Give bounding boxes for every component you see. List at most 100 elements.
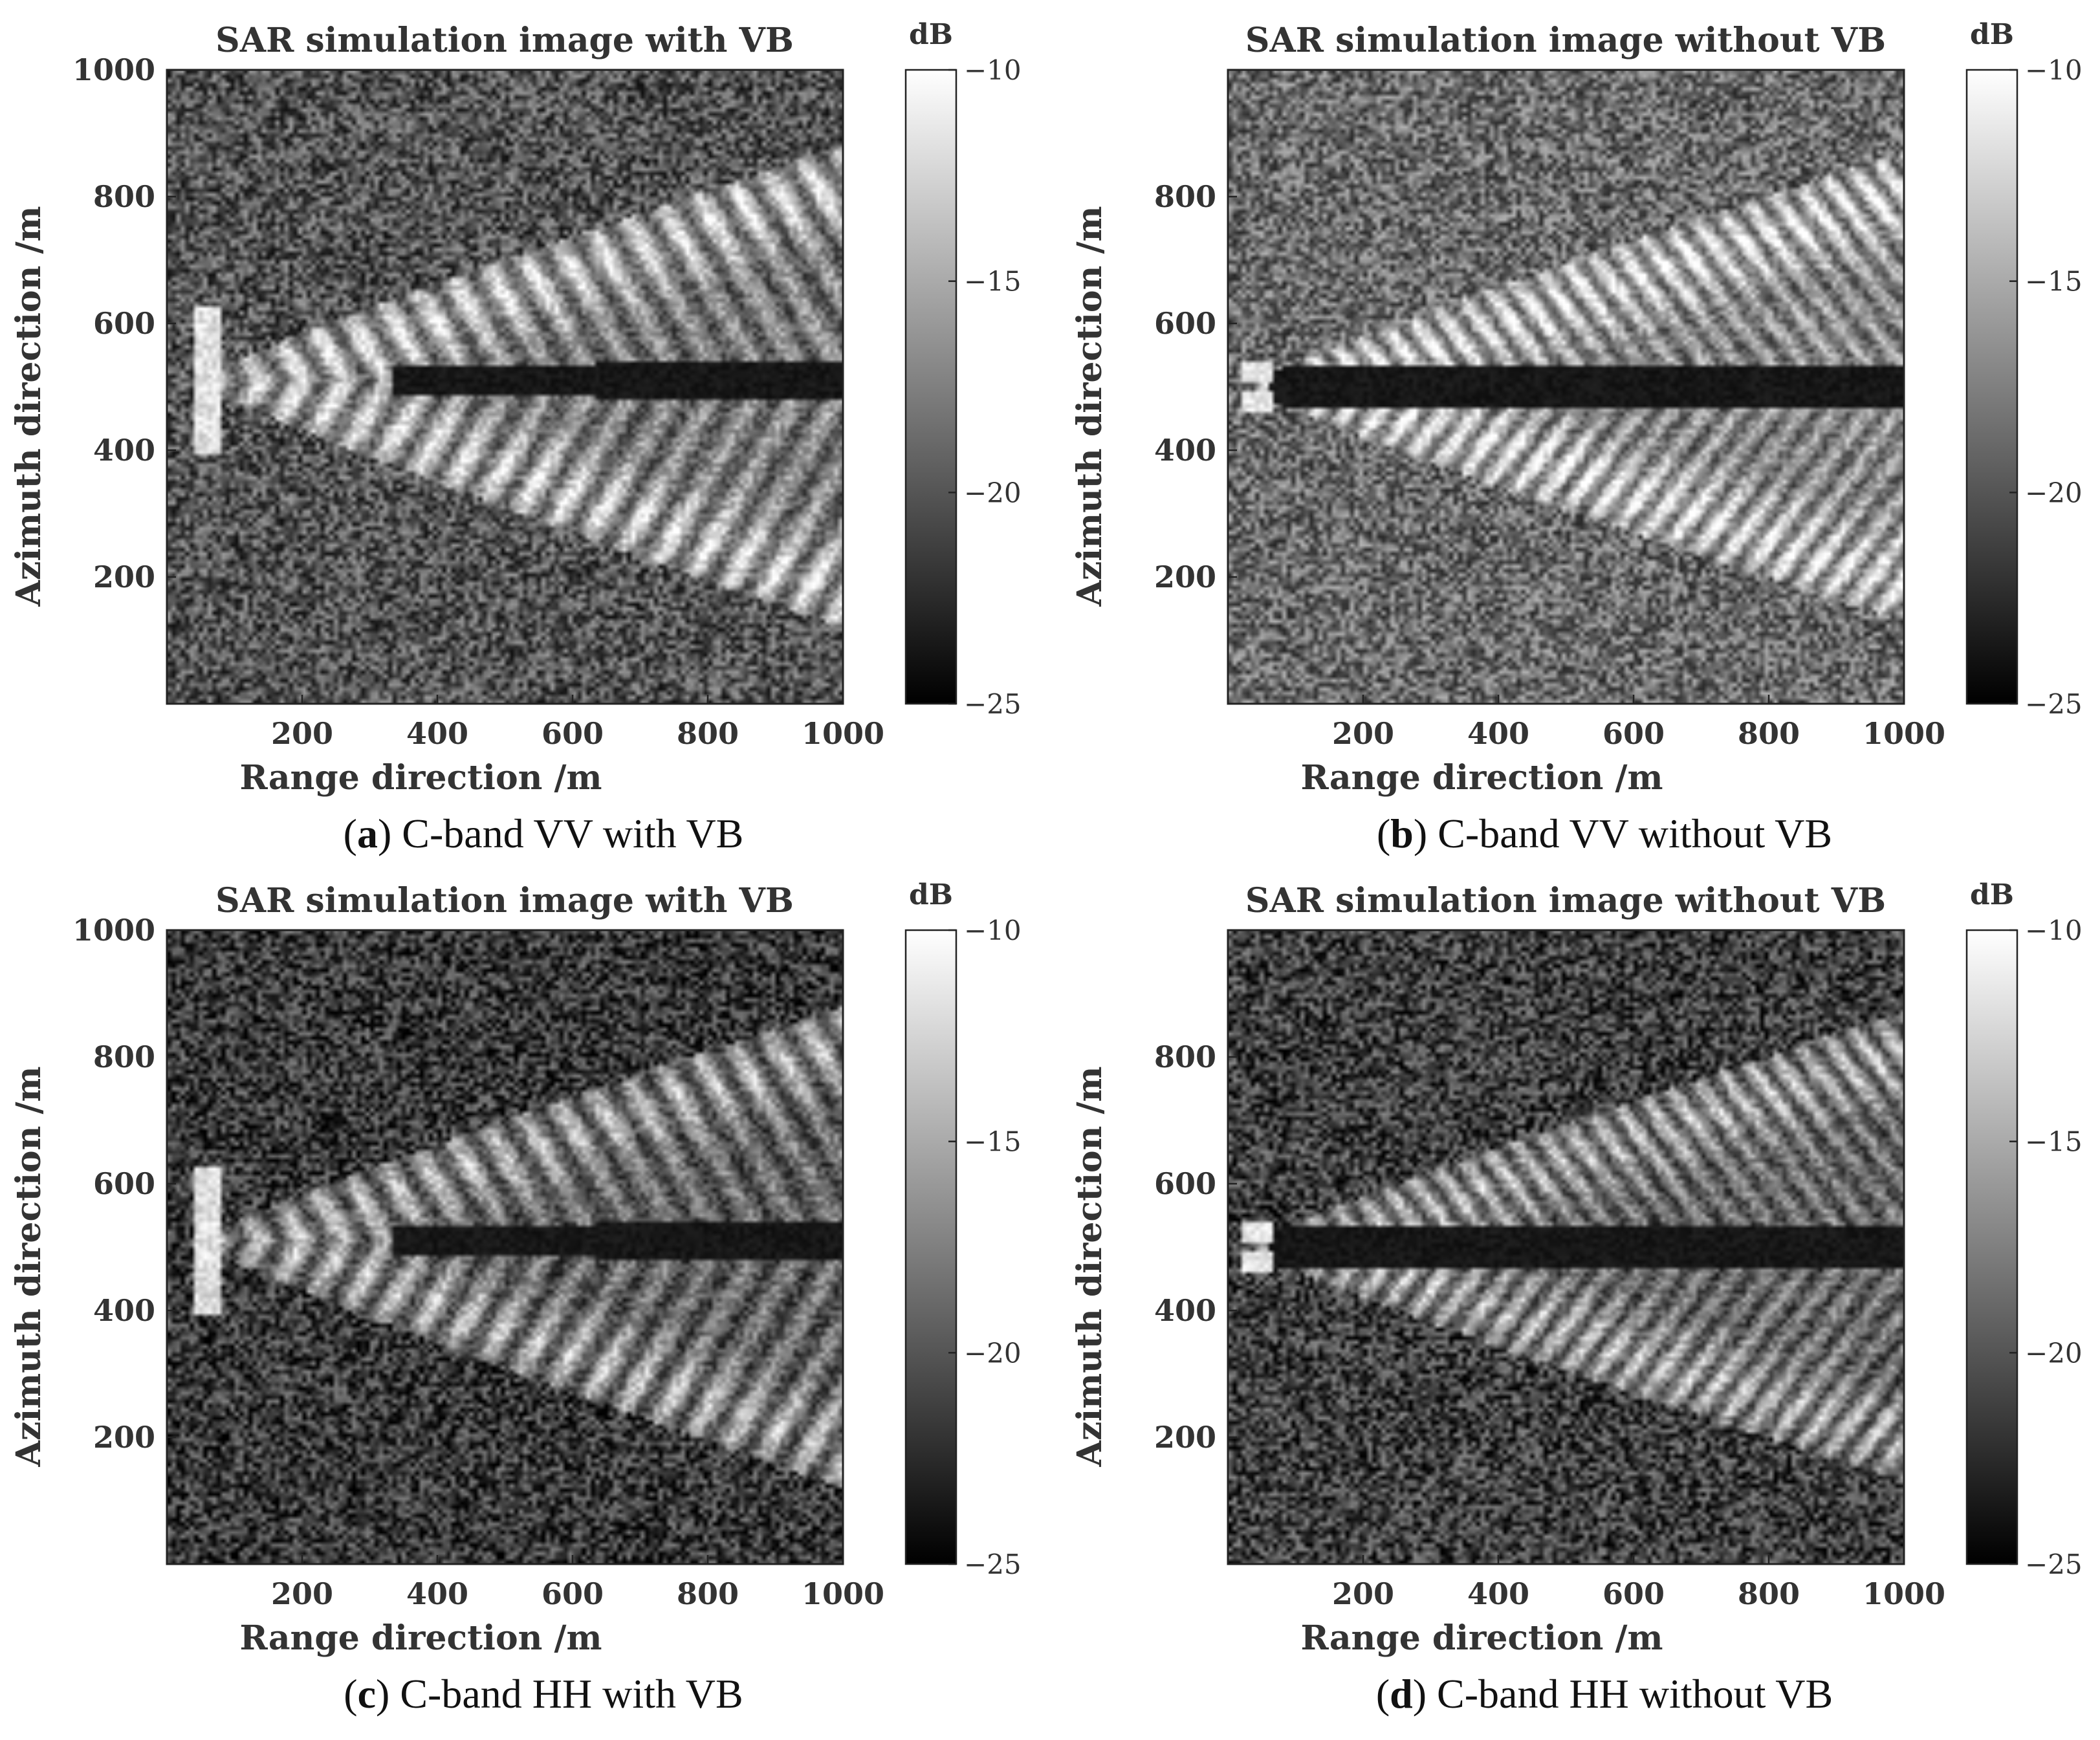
panel-caption: (d) C-band HH without VB bbox=[1376, 1671, 1833, 1717]
caption-close-paren: ) bbox=[378, 810, 402, 856]
caption-text: C-band HH with VB bbox=[400, 1671, 743, 1717]
sar-heatmap-image bbox=[1228, 930, 1904, 1564]
y-tick-label: 400 bbox=[93, 433, 155, 468]
x-tick-label: 200 bbox=[1332, 1576, 1394, 1611]
y-tick-label: 400 bbox=[93, 1293, 155, 1328]
y-tick-label: 200 bbox=[93, 560, 155, 594]
y-axis-label: Azimuth direction /m bbox=[9, 1066, 49, 1467]
x-axis-label: Range direction /m bbox=[239, 1618, 602, 1658]
colorbar-tick-label: −10 bbox=[2025, 915, 2083, 946]
plot-frame bbox=[166, 69, 844, 705]
colorbar-tick-label: −25 bbox=[964, 688, 1022, 720]
plot-frame bbox=[166, 929, 844, 1565]
caption-text: C-band VV without VB bbox=[1438, 810, 1832, 856]
chart-title: SAR simulation image with VB bbox=[215, 881, 794, 920]
colorbar-tick-label: −25 bbox=[964, 1549, 1022, 1580]
y-tick-label: 800 bbox=[93, 179, 155, 214]
colorbar bbox=[904, 69, 957, 705]
panel-d: SAR simulation image without VB 200 400 600… bbox=[1070, 878, 2083, 1717]
caption-open-paren: ( bbox=[344, 810, 357, 856]
chart-title: SAR simulation image with VB bbox=[215, 21, 794, 60]
colorbar-unit-label: dB bbox=[1970, 18, 2014, 51]
plot-frame bbox=[1227, 929, 1905, 1565]
y-axis-label: Azimuth direction /m bbox=[9, 206, 49, 607]
x-tick-label: 400 bbox=[406, 716, 468, 751]
chart-title: SAR simulation image without VB bbox=[1245, 881, 1886, 920]
y-tick-label: 1000 bbox=[72, 52, 155, 87]
x-tick-label: 1000 bbox=[1863, 1576, 1945, 1611]
sar-heatmap-image bbox=[1228, 70, 1904, 704]
x-axis-label: Range direction /m bbox=[239, 758, 602, 798]
colorbar bbox=[1965, 929, 2018, 1565]
colorbar bbox=[904, 929, 957, 1565]
panel-a: SAR simulation image with VB 200 400 600 800… bbox=[9, 18, 1022, 856]
caption-close-paren: ) bbox=[1413, 1671, 1437, 1717]
colorbar-tick-label: −20 bbox=[2025, 477, 2083, 508]
colorbar-tick-label: −10 bbox=[964, 915, 1022, 946]
panel-b: SAR simulation image without VB 200 400 600… bbox=[1070, 18, 2083, 856]
x-tick-label: 800 bbox=[677, 1576, 739, 1611]
caption-letter: d bbox=[1390, 1671, 1413, 1717]
x-tick-label: 1000 bbox=[802, 1576, 884, 1611]
y-tick-label: 1000 bbox=[72, 913, 155, 948]
y-tick-label: 600 bbox=[93, 306, 155, 341]
sar-heatmap-image bbox=[167, 930, 843, 1564]
caption-open-paren: ( bbox=[1376, 1671, 1390, 1717]
y-tick-label: 600 bbox=[1154, 306, 1216, 341]
colorbar-tick-label: −20 bbox=[2025, 1337, 2083, 1369]
y-axis-label: Azimuth direction /m bbox=[1070, 1066, 1110, 1467]
panel-c: SAR simulation image with VB 200 400 600 800… bbox=[9, 878, 1022, 1717]
y-tick-label: 600 bbox=[93, 1166, 155, 1201]
x-tick-label: 200 bbox=[271, 716, 333, 751]
caption-close-paren: ) bbox=[376, 1671, 400, 1717]
caption-open-paren: ( bbox=[1377, 810, 1390, 856]
y-tick-label: 200 bbox=[1154, 560, 1216, 594]
x-tick-label: 800 bbox=[677, 716, 739, 751]
colorbar-unit-label: dB bbox=[909, 878, 953, 911]
colorbar-unit-label: dB bbox=[909, 18, 953, 51]
x-tick-label: 600 bbox=[1602, 716, 1665, 751]
y-tick-label: 400 bbox=[1154, 1293, 1216, 1328]
y-axis-label: Azimuth direction /m bbox=[1070, 206, 1110, 607]
caption-letter: a bbox=[357, 810, 378, 856]
x-tick-label: 400 bbox=[406, 1576, 468, 1611]
panel-caption: (c) C-band HH with VB bbox=[344, 1671, 743, 1717]
panel-caption: (b) C-band VV without VB bbox=[1377, 810, 1832, 856]
colorbar-tick-label: −15 bbox=[2025, 266, 2083, 298]
x-tick-label: 400 bbox=[1467, 716, 1529, 751]
caption-text: C-band VV with VB bbox=[402, 810, 743, 856]
caption-text: C-band HH without VB bbox=[1437, 1671, 1833, 1717]
caption-letter: b bbox=[1390, 810, 1414, 856]
x-tick-label: 200 bbox=[271, 1576, 333, 1611]
x-tick-label: 800 bbox=[1738, 716, 1800, 751]
x-axis-label: Range direction /m bbox=[1300, 758, 1663, 798]
colorbar-unit-label: dB bbox=[1970, 878, 2014, 911]
y-tick-label: 800 bbox=[1154, 1039, 1216, 1074]
caption-letter: c bbox=[358, 1671, 376, 1717]
chart-title: SAR simulation image without VB bbox=[1245, 21, 1886, 60]
colorbar-tick-label: −20 bbox=[964, 477, 1022, 508]
y-tick-label: 600 bbox=[1154, 1166, 1216, 1201]
caption-close-paren: ) bbox=[1414, 810, 1438, 856]
plot-frame bbox=[1227, 69, 1905, 705]
colorbar bbox=[1965, 69, 2018, 705]
colorbar-tick-label: −15 bbox=[964, 1126, 1022, 1158]
y-tick-label: 200 bbox=[93, 1420, 155, 1455]
x-axis-label: Range direction /m bbox=[1300, 1618, 1663, 1658]
x-tick-label: 1000 bbox=[1863, 716, 1945, 751]
colorbar-tick-label: −10 bbox=[2025, 54, 2083, 86]
colorbar-tick-label: −25 bbox=[2025, 1549, 2083, 1580]
panel-caption: (a) C-band VV with VB bbox=[344, 810, 744, 856]
y-tick-label: 800 bbox=[93, 1039, 155, 1074]
x-tick-label: 600 bbox=[1602, 1576, 1665, 1611]
colorbar-tick-label: −15 bbox=[2025, 1126, 2083, 1158]
x-tick-label: 600 bbox=[541, 1576, 604, 1611]
colorbar-tick-label: −15 bbox=[964, 266, 1022, 298]
y-tick-label: 200 bbox=[1154, 1420, 1216, 1455]
x-tick-label: 1000 bbox=[802, 716, 884, 751]
sar-heatmap-image bbox=[167, 70, 843, 704]
y-tick-label: 800 bbox=[1154, 179, 1216, 214]
colorbar-tick-label: −25 bbox=[2025, 688, 2083, 720]
caption-open-paren: ( bbox=[344, 1671, 357, 1717]
